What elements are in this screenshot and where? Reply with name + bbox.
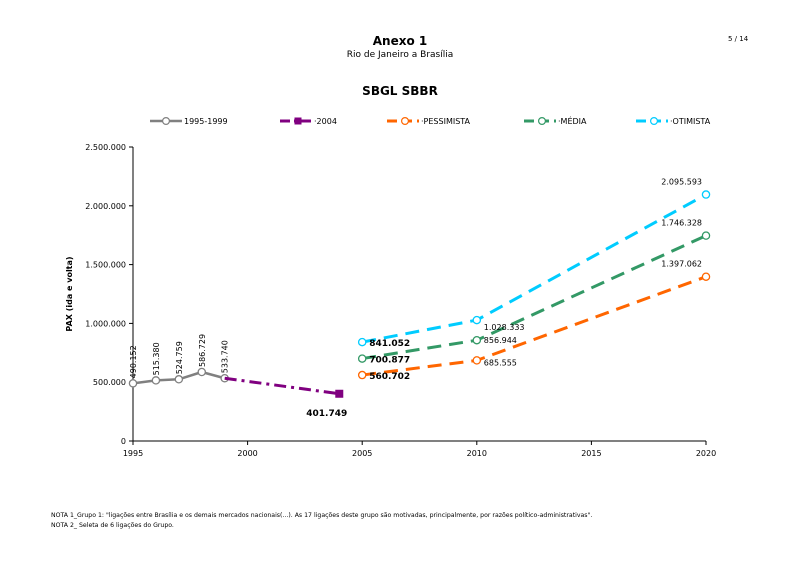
y-tick-label: 1.500.000 [85, 261, 126, 270]
data-label: 560.702 [369, 372, 410, 382]
x-tick-label: 2000 [237, 449, 257, 458]
series-line-4 [361, 193, 707, 344]
series-marker-4 [472, 315, 482, 325]
legend-label-2: ·PESSIMISTA [421, 117, 471, 126]
x-tick-label: 2005 [352, 449, 372, 458]
data-label: 856.944 [484, 336, 517, 345]
data-label: 533.740 [221, 340, 230, 373]
data-label: 2.095.593 [661, 178, 702, 187]
legend-label-0: 1995-1999 [184, 117, 228, 126]
y-tick-label: 2.500.000 [85, 143, 126, 152]
series-marker-0 [151, 376, 161, 385]
series-marker-0 [174, 375, 184, 384]
x-tick-label: 2010 [467, 449, 487, 458]
x-tick-label: 1995 [123, 449, 143, 458]
series-marker-0 [197, 367, 207, 377]
y-tick-label: 0 [121, 437, 126, 446]
footnote-2: NOTA 2_ Seleta de 6 ligações do Grupo. [51, 522, 174, 529]
legend-label-3: ·MÉDIA [558, 115, 587, 126]
page-title: Anexo 1 [372, 34, 428, 48]
y-axis-label: PAX (ida e volta) [65, 256, 74, 331]
data-label: 490.152 [129, 345, 138, 378]
legend-marker-4 [649, 116, 658, 125]
y-tick-label: 2.000.000 [85, 202, 126, 211]
series-marker-3 [701, 231, 711, 240]
series-marker-4 [701, 190, 711, 199]
y-tick-label: 1.000.000 [85, 319, 126, 328]
series-marker-2 [701, 272, 711, 281]
series-line-1 [224, 376, 340, 396]
page-subtitle: Rio de Janeiro a Brasília [346, 50, 454, 60]
data-label: 700.877 [369, 356, 410, 366]
data-label: 524.759 [175, 341, 184, 374]
data-label: 515.380 [152, 342, 161, 375]
data-label: 1.028.333 [484, 323, 525, 332]
legend-label-1: ·2004 [314, 117, 337, 126]
series-marker-2 [357, 370, 367, 380]
y-tick-label: 500.000 [93, 378, 126, 387]
legend-marker-2 [401, 116, 410, 125]
data-label: 586.729 [198, 334, 207, 367]
series-marker-3 [357, 354, 367, 363]
chart-title: SBGL SBBR [362, 84, 438, 98]
legend-marker-1 [294, 117, 302, 125]
series-line-2 [362, 275, 707, 377]
series-marker-0 [128, 379, 138, 388]
data-label: 1.397.062 [661, 260, 702, 269]
series-marker-2 [472, 356, 482, 365]
legend-marker-0 [162, 116, 171, 125]
data-label: 685.555 [484, 358, 517, 367]
data-label: 841.052 [369, 339, 410, 349]
page-number: 5 / 14 [728, 35, 749, 43]
x-tick-label: 2015 [581, 449, 601, 458]
data-label: 1.746.328 [661, 219, 702, 228]
legend-label-4: ·OTIMISTA [670, 117, 711, 126]
series-marker-4 [357, 337, 367, 347]
x-tick-label: 2020 [696, 449, 716, 458]
footnote-1: NOTA 1_Grupo 1: "ligações entre Brasília… [51, 512, 593, 519]
series-marker-3 [472, 335, 482, 345]
data-label: 401.749 [306, 409, 347, 419]
legend-marker-3 [537, 116, 546, 125]
series-marker-1 [335, 389, 344, 398]
